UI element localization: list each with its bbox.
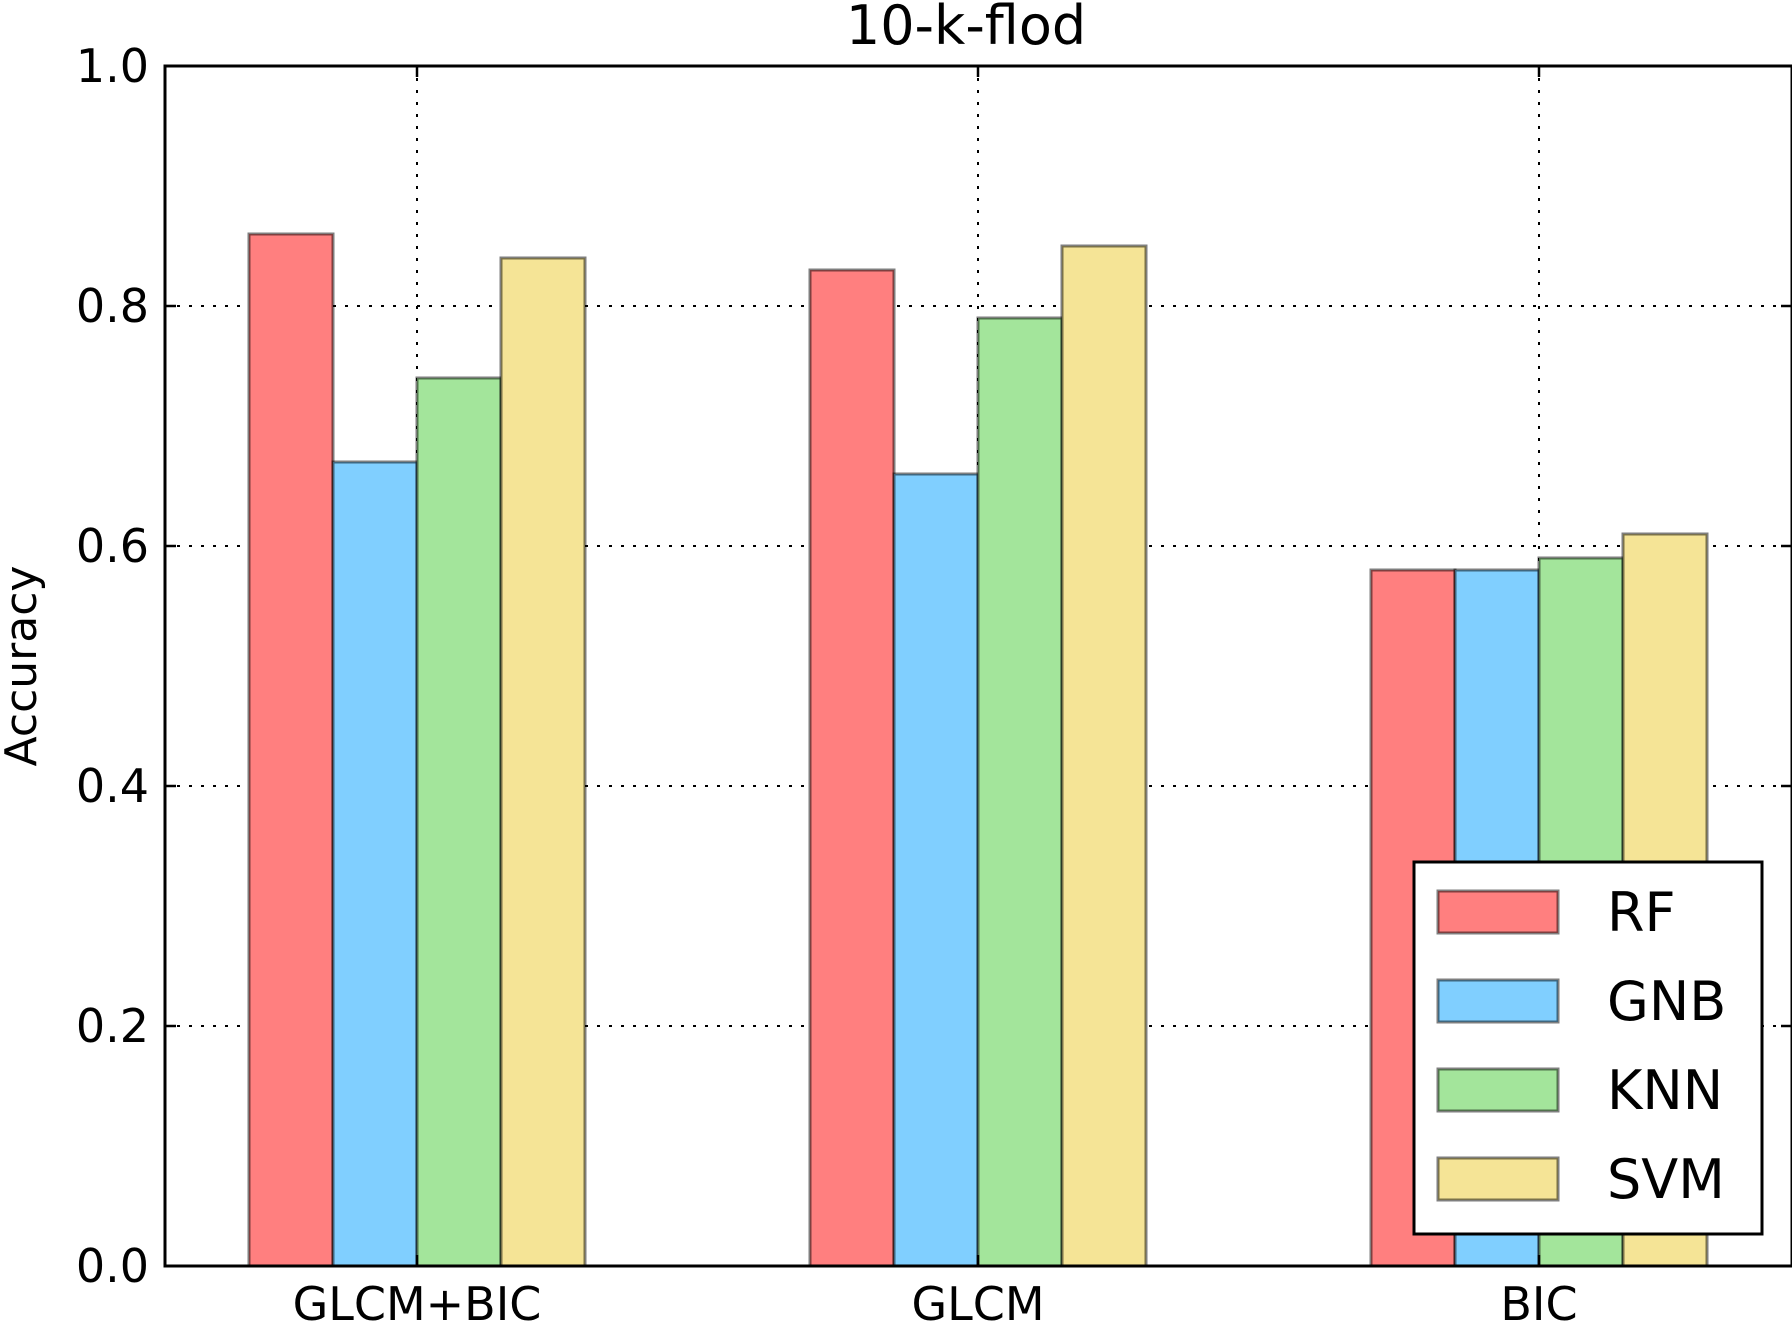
y-tick-label: 0.2 bbox=[76, 999, 149, 1053]
y-tick-label: 0.8 bbox=[76, 279, 149, 333]
chart-title: 10-k-flod bbox=[846, 0, 1086, 57]
bar-rf-glcm-bic bbox=[247, 232, 335, 1268]
y-tick-label: 0.4 bbox=[76, 759, 149, 813]
x-tick-label: GLCM+BIC bbox=[293, 1277, 542, 1331]
bar-svm-glcm-bic bbox=[499, 256, 587, 1268]
bar-knn-glcm-bic bbox=[415, 376, 503, 1268]
bar-gnb-glcm-bic bbox=[331, 460, 419, 1268]
bar-knn-glcm bbox=[976, 316, 1064, 1268]
x-tick-label: GLCM bbox=[911, 1277, 1044, 1331]
legend-label-rf: RF bbox=[1607, 881, 1676, 944]
y-tick-label: 1.0 bbox=[76, 39, 149, 93]
legend-label-svm: SVM bbox=[1607, 1148, 1725, 1211]
y-tick-label: 0.0 bbox=[76, 1239, 149, 1293]
x-tick-label: BIC bbox=[1500, 1277, 1577, 1331]
legend-label-gnb: GNB bbox=[1607, 970, 1726, 1033]
legend-label-knn: KNN bbox=[1607, 1059, 1723, 1122]
legend-swatch-svm bbox=[1436, 1156, 1560, 1202]
y-tick-label: 0.6 bbox=[76, 519, 149, 573]
legend: RF GNB KNN SVM bbox=[1412, 860, 1764, 1236]
axis-ticks: 0.0 0.2 0.4 0.6 0.8 1.0 GLCM+BIC GLCM BIC bbox=[76, 39, 1792, 1331]
bar-svm-glcm bbox=[1060, 244, 1148, 1268]
legend-swatch-gnb bbox=[1436, 978, 1560, 1024]
legend-swatch-knn bbox=[1436, 1067, 1560, 1113]
bar-rf-glcm bbox=[808, 268, 896, 1268]
y-axis-label: Accuracy bbox=[0, 566, 47, 767]
bar-gnb-glcm bbox=[892, 472, 980, 1268]
legend-swatch-rf bbox=[1436, 889, 1560, 935]
